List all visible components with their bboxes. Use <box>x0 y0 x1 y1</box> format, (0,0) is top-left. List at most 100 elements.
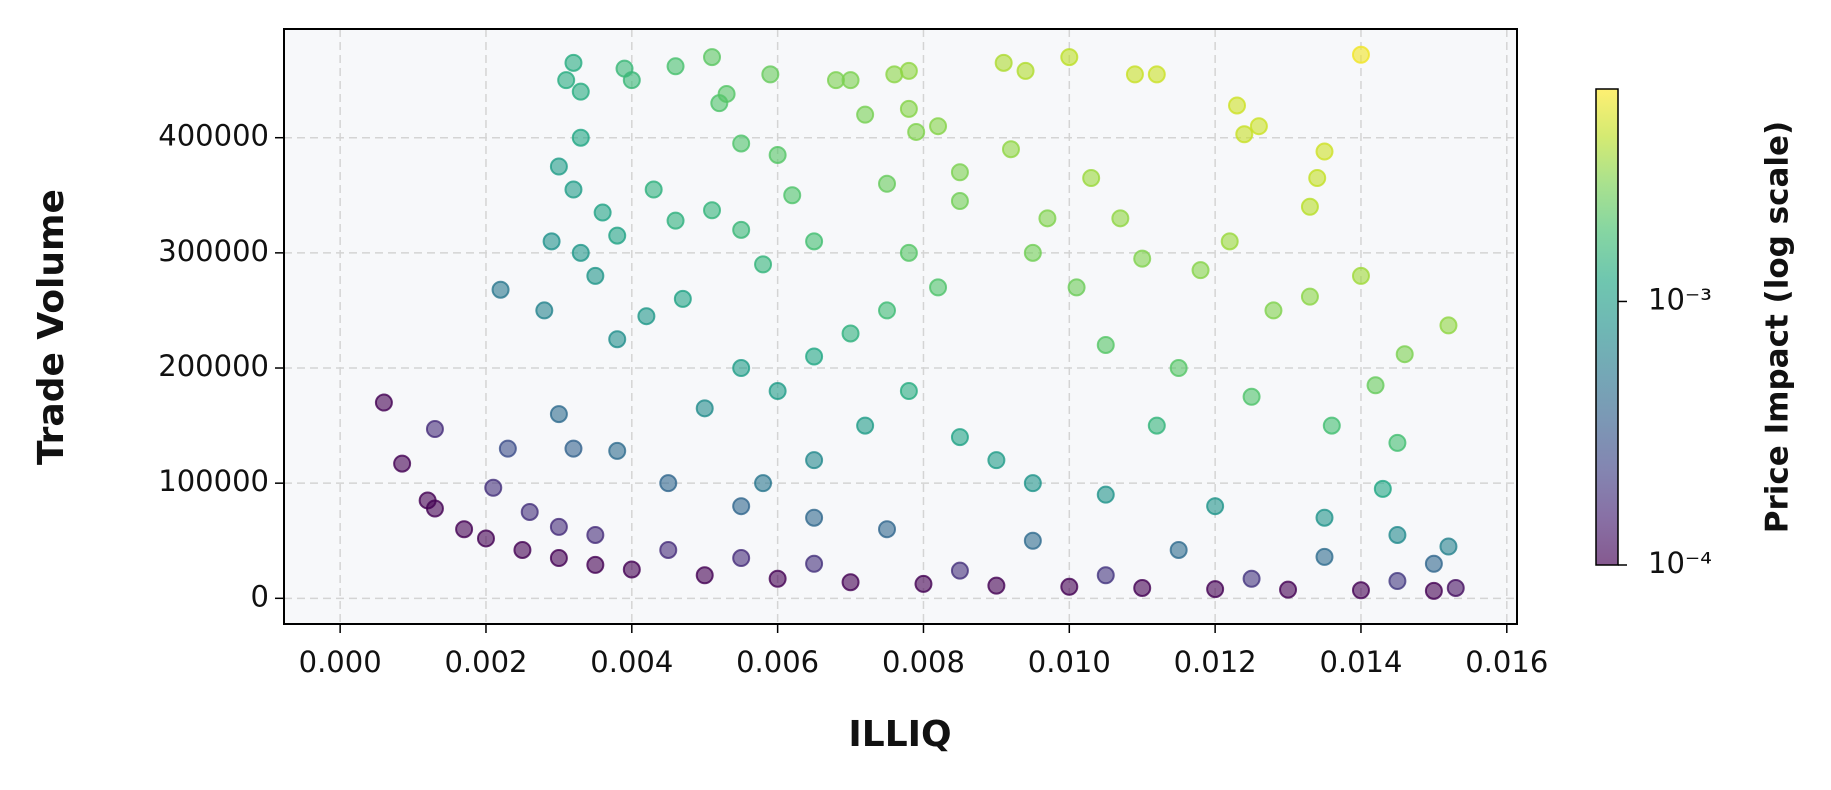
point <box>1133 578 1152 597</box>
x-tick-label: 0.012 <box>1174 645 1257 679</box>
point <box>754 474 773 493</box>
point <box>950 561 969 580</box>
point <box>1023 243 1042 262</box>
point <box>659 474 678 493</box>
point <box>768 382 787 401</box>
point <box>987 451 1006 470</box>
point <box>520 502 539 521</box>
plot-area <box>284 29 1517 624</box>
point <box>695 399 714 418</box>
point <box>1206 580 1225 599</box>
y-tick-label: 300000 <box>158 234 269 268</box>
point <box>732 549 751 568</box>
plot-frame <box>283 28 1518 625</box>
y-tick-label: 100000 <box>158 464 269 498</box>
point <box>571 128 590 147</box>
point <box>564 180 583 199</box>
x-tick-label: 0.002 <box>444 645 527 679</box>
point <box>374 393 393 412</box>
point <box>549 549 568 568</box>
y-tick-label: 400000 <box>158 119 269 153</box>
colorbar-label: Price Impact (log scale) <box>1760 121 1796 533</box>
point <box>1001 140 1020 159</box>
point <box>878 520 897 539</box>
point <box>914 574 933 593</box>
point <box>455 520 474 539</box>
point <box>593 203 612 222</box>
point <box>659 540 678 559</box>
point <box>425 499 444 518</box>
point <box>950 192 969 211</box>
point <box>1446 578 1465 597</box>
x-tick-label: 0.014 <box>1319 645 1402 679</box>
point <box>1439 537 1458 556</box>
point <box>987 576 1006 595</box>
point <box>761 65 780 84</box>
point <box>1308 169 1327 188</box>
point <box>1424 581 1443 600</box>
point <box>768 569 787 588</box>
point <box>549 405 568 424</box>
point <box>542 232 561 251</box>
point <box>1147 65 1166 84</box>
point <box>564 53 583 72</box>
point <box>425 420 444 439</box>
point <box>950 428 969 447</box>
point <box>608 226 627 245</box>
point <box>1169 540 1188 559</box>
point <box>1388 433 1407 452</box>
point <box>484 478 503 497</box>
point <box>1147 416 1166 435</box>
point <box>1300 287 1319 306</box>
point <box>841 71 860 90</box>
point <box>608 441 627 460</box>
point <box>768 145 787 164</box>
x-tick-label: 0.000 <box>299 645 382 679</box>
point <box>1366 376 1385 395</box>
point <box>1249 117 1268 136</box>
point <box>805 554 824 573</box>
point <box>899 61 918 80</box>
point <box>622 560 641 579</box>
point <box>929 117 948 136</box>
colorbar-tick-label: 10⁻³ <box>1648 282 1712 316</box>
point <box>557 71 576 90</box>
point <box>637 307 656 326</box>
point <box>1242 387 1261 406</box>
y-axis-label: Trade Volume <box>31 189 72 465</box>
point <box>1096 485 1115 504</box>
point <box>513 540 532 559</box>
point <box>1388 525 1407 544</box>
point <box>1228 96 1247 115</box>
point <box>1023 531 1042 550</box>
x-tick-label: 0.008 <box>882 645 965 679</box>
x-axis-label: ILLIQ <box>848 714 951 755</box>
point <box>1373 479 1392 498</box>
point <box>899 243 918 262</box>
point <box>1351 45 1370 64</box>
colorbar <box>1596 89 1618 565</box>
point <box>1279 580 1298 599</box>
point <box>856 416 875 435</box>
point <box>1388 572 1407 591</box>
colorbar-tick-label: 10⁻⁴ <box>1648 546 1712 580</box>
y-tick-label: 200000 <box>158 349 269 383</box>
point <box>666 57 685 76</box>
y-tick-label: 0 <box>251 579 269 613</box>
point <box>1395 345 1414 364</box>
point <box>1060 48 1079 67</box>
point <box>929 278 948 297</box>
point <box>673 289 692 308</box>
point <box>1133 249 1152 268</box>
point <box>841 324 860 343</box>
point <box>899 382 918 401</box>
point <box>783 186 802 205</box>
point <box>586 555 605 574</box>
point <box>907 122 926 141</box>
point <box>644 180 663 199</box>
point <box>1096 335 1115 354</box>
point <box>1439 316 1458 335</box>
point <box>1060 577 1079 596</box>
